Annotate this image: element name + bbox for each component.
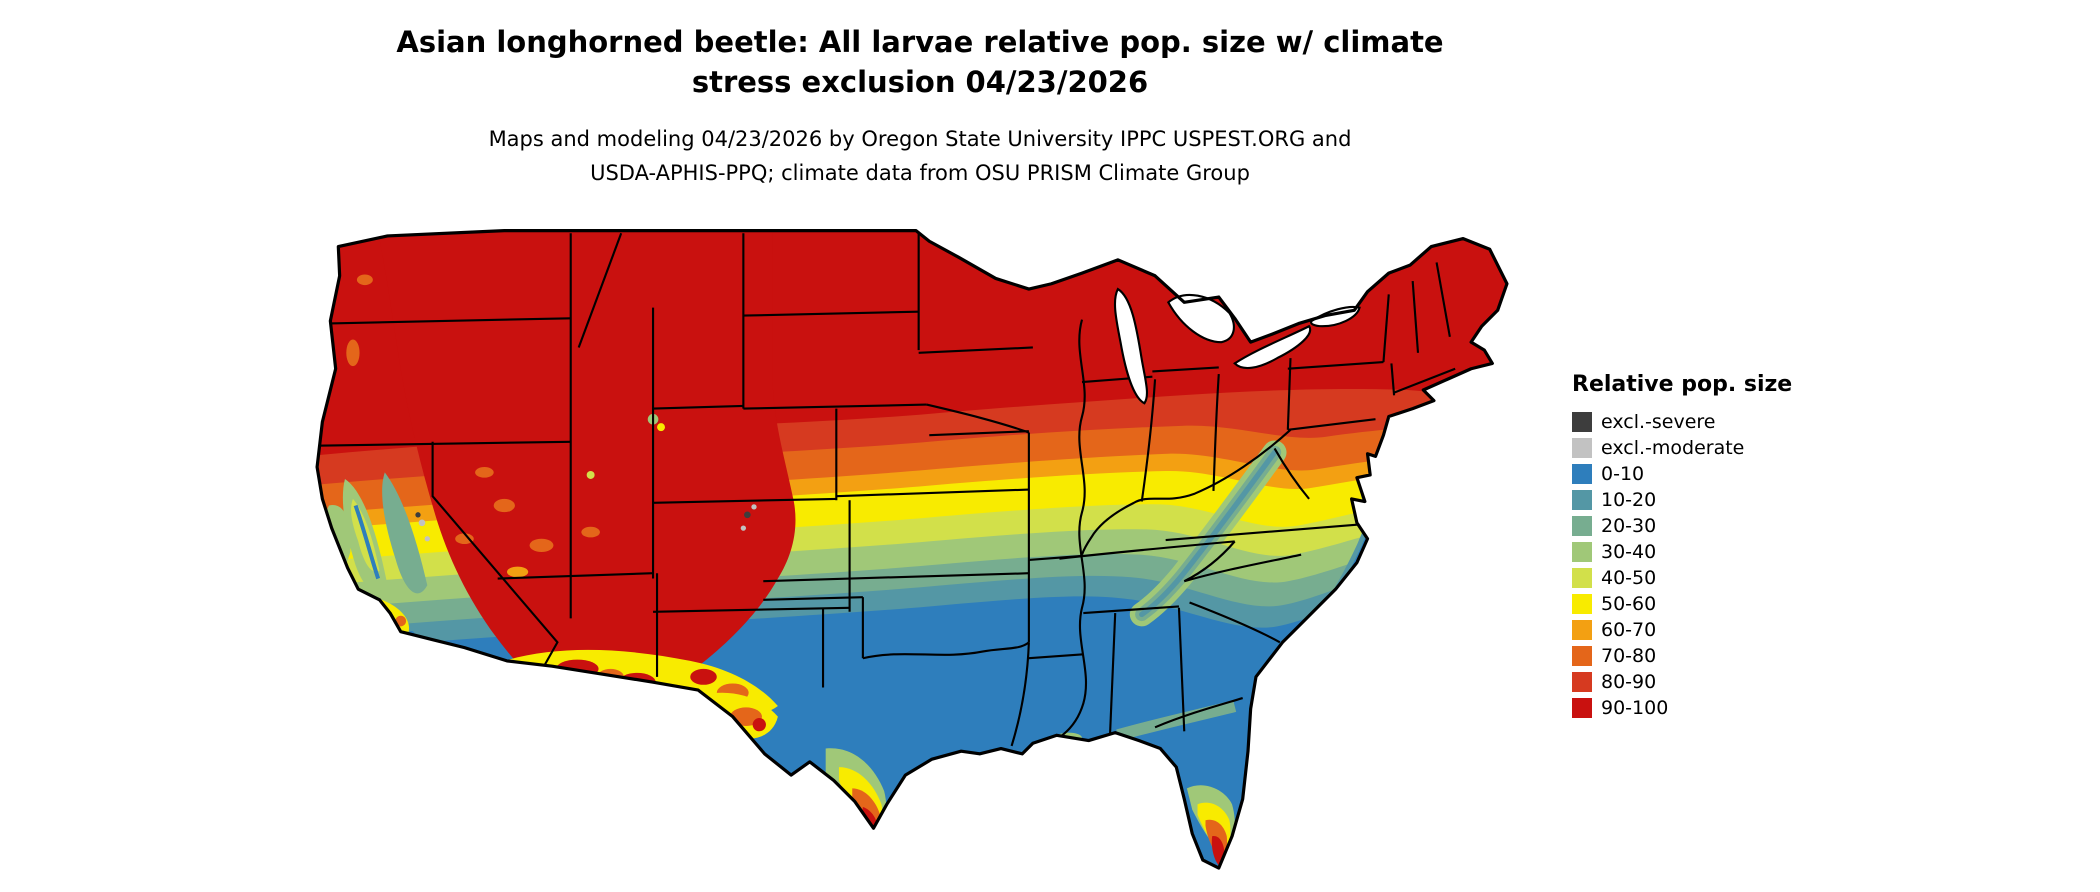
- lake-erie: [1233, 324, 1312, 370]
- nm-red-patch: [690, 668, 717, 685]
- legend-item: 80-90: [1572, 669, 1902, 695]
- us-outline: [315, 229, 1509, 870]
- excl-moderate-speck-rockies: [751, 504, 757, 510]
- puget-patch: [356, 274, 373, 286]
- legend-item-label: 60-70: [1601, 619, 1657, 641]
- nevada-patch4: [506, 566, 529, 578]
- willamette-patch: [346, 339, 360, 367]
- figure-subtitle-line1: Maps and modeling 04/23/2026 by Oregon S…: [488, 127, 1352, 151]
- legend-item: 70-80: [1572, 643, 1902, 669]
- legend: Relative pop. size excl.-severe excl.-mo…: [1572, 372, 1902, 721]
- us-map: [315, 229, 1509, 878]
- legend-item-label: 30-40: [1601, 541, 1657, 563]
- legend-item: excl.-severe: [1572, 409, 1902, 435]
- uinta-patch: [586, 470, 595, 479]
- legend-item: 50-60: [1572, 591, 1902, 617]
- keys-dot1: [1195, 871, 1200, 876]
- legend-item-label: excl.-moderate: [1601, 437, 1745, 459]
- map-florida-hotspot: [1055, 700, 1237, 878]
- figure-subtitle: Maps and modeling 04/23/2026 by Oregon S…: [260, 122, 1580, 190]
- legend-item: 0-10: [1572, 461, 1902, 487]
- sierra-nevada-patch: [382, 472, 428, 594]
- nevada-patch1: [493, 498, 515, 513]
- nevada-patch2: [529, 538, 554, 552]
- nevada-patch5: [455, 533, 474, 545]
- legend-swatch: [1572, 438, 1592, 458]
- legend-item: 10-20: [1572, 487, 1902, 513]
- excl-severe-speck-sierra: [415, 512, 421, 518]
- legend-item-label: 80-90: [1601, 671, 1657, 693]
- nevada-patch3: [475, 467, 494, 478]
- keys-dot2: [1206, 873, 1211, 878]
- legend-item-label: 50-60: [1601, 593, 1657, 615]
- az-green-spot2: [558, 675, 573, 689]
- utah-patch1: [581, 526, 600, 538]
- legend-swatch: [1572, 542, 1592, 562]
- figure-subtitle-line2: USDA-APHIS-PPQ; climate data from OSU PR…: [590, 161, 1250, 185]
- legend-title: Relative pop. size: [1572, 372, 1793, 397]
- legend-swatch: [1572, 464, 1592, 484]
- legend-item-label: 0-10: [1601, 463, 1645, 485]
- map-west-high-region: [378, 230, 796, 683]
- state-borders: [317, 232, 1456, 753]
- legend-item-label: 90-100: [1601, 697, 1669, 719]
- exclusion-specks: [415, 504, 757, 542]
- legend-item: 30-40: [1572, 539, 1902, 565]
- legend-item: excl.-moderate: [1572, 435, 1902, 461]
- map-appalachian-streak: [1129, 440, 1287, 627]
- legend-item-label: 10-20: [1601, 489, 1657, 511]
- legend-swatch: [1572, 568, 1592, 588]
- figure-title: Asian longhorned beetle: All larvae rela…: [260, 22, 1580, 102]
- legend-swatch: [1572, 412, 1592, 432]
- sfl-red-tip: [1211, 836, 1225, 866]
- appalachian-core-streak: [1139, 449, 1278, 618]
- figure-title-line1: Asian longhorned beetle: All larvae rela…: [396, 25, 1444, 59]
- lake-michigan: [1113, 287, 1149, 405]
- socal-blue-spot: [380, 614, 389, 623]
- stx-red-tip: [862, 806, 878, 828]
- big-bend-red-spot: [752, 718, 766, 732]
- legend-swatch: [1572, 698, 1592, 718]
- legend-item-label: excl.-severe: [1601, 411, 1716, 433]
- central-valley-river-streak: [353, 504, 381, 580]
- lake-huron: [1166, 293, 1235, 344]
- legend-swatch: [1572, 620, 1592, 640]
- legend-item: 60-70: [1572, 617, 1902, 643]
- legend-item: 90-100: [1572, 695, 1902, 721]
- legend-item: 40-50: [1572, 565, 1902, 591]
- excl-moderate-speck-sierra: [418, 519, 426, 527]
- socal-orange-spot: [395, 615, 407, 627]
- legend-item: 20-30: [1572, 513, 1902, 539]
- yellowstone-patch2: [657, 423, 666, 432]
- legend-swatch: [1572, 672, 1592, 692]
- legend-swatch: [1572, 516, 1592, 536]
- legend-item-label: 70-80: [1601, 645, 1657, 667]
- legend-swatch: [1572, 646, 1592, 666]
- legend-item-label: 20-30: [1601, 515, 1657, 537]
- legend-swatch: [1572, 594, 1592, 614]
- figure-title-line2: stress exclusion 04/23/2026: [691, 65, 1149, 99]
- legend-item-label: 40-50: [1601, 567, 1657, 589]
- legend-swatch: [1572, 490, 1592, 510]
- excl-moderate-speck-rockies2: [740, 525, 747, 531]
- excl-severe-speck-rockies: [744, 511, 751, 519]
- us-map-container: [300, 220, 1532, 884]
- excl-moderate-speck-sierra2: [424, 536, 430, 542]
- map-south-texas-hotspot: [825, 748, 887, 831]
